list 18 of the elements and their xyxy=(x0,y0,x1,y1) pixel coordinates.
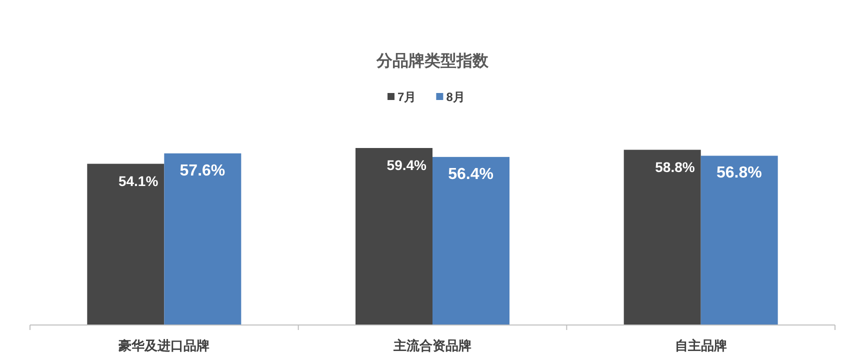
bar xyxy=(432,156,510,325)
data-label: 57.6% xyxy=(180,162,226,180)
legend-label: 8月 xyxy=(446,90,465,104)
data-label: 59.4% xyxy=(386,157,428,173)
legend-label: 7月 xyxy=(398,90,416,104)
x-tick-label: 自主品牌 xyxy=(674,338,727,353)
bar xyxy=(700,156,778,325)
bar xyxy=(356,148,432,325)
x-tick-label: 主流合资品牌 xyxy=(392,338,472,353)
data-label: 56.4% xyxy=(448,166,494,183)
x-tick-label: 豪华及进口品牌 xyxy=(118,338,210,353)
bar xyxy=(624,150,701,325)
data-label: 56.8% xyxy=(716,164,762,182)
data-label: 54.1% xyxy=(118,172,159,189)
bar xyxy=(87,164,164,325)
chart-title: 分品牌类型指数 xyxy=(376,52,490,70)
data-label: 58.8% xyxy=(655,158,696,175)
bar xyxy=(164,153,242,325)
